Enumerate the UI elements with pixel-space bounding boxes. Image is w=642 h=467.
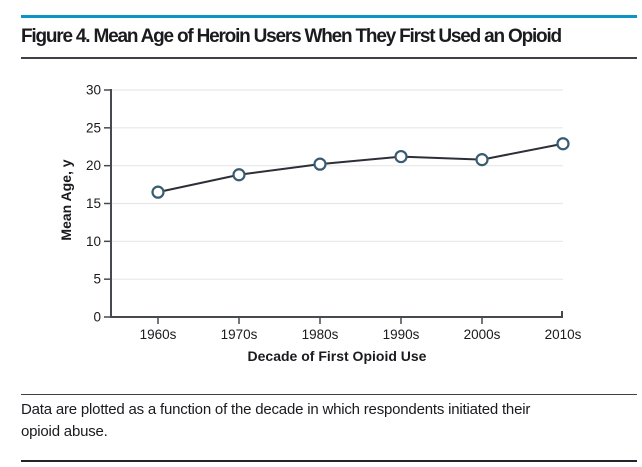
title-divider-rule	[21, 57, 637, 59]
data-point	[313, 157, 327, 171]
accent-top-rule	[21, 15, 637, 18]
x-tick-label: 1960s	[140, 327, 177, 342]
y-tick-label: 25	[86, 120, 101, 135]
data-line	[157, 142, 564, 194]
figure-caption: Data are plotted as a function of the de…	[21, 401, 531, 440]
x-tick-label: 1970s	[221, 327, 258, 342]
y-tick-label: 5	[93, 272, 101, 287]
data-point	[394, 149, 408, 164]
y-tick-label: 0	[93, 310, 101, 325]
data-point	[556, 137, 570, 151]
y-tick-label: 20	[86, 158, 101, 173]
y-axis-title: Mean Age, y	[58, 159, 74, 240]
x-tick-label: 1990s	[383, 327, 420, 342]
y-tick-label: 10	[86, 234, 101, 249]
x-tick-label: 2010s	[545, 327, 582, 342]
x-axis-title: Decade of First Opioid Use	[248, 348, 427, 364]
data-point	[151, 185, 165, 199]
bottom-rule	[21, 460, 637, 462]
figure-title: Figure 4. Mean Age of Heroin Users When …	[21, 26, 562, 47]
data-point	[475, 153, 489, 167]
caption-divider-rule	[21, 394, 637, 395]
x-tick-label: 2000s	[464, 327, 501, 342]
y-tick-label: 30	[86, 83, 101, 98]
y-tick-label: 15	[86, 196, 101, 211]
x-tick-label: 1980s	[302, 327, 339, 342]
data-point	[232, 168, 246, 182]
